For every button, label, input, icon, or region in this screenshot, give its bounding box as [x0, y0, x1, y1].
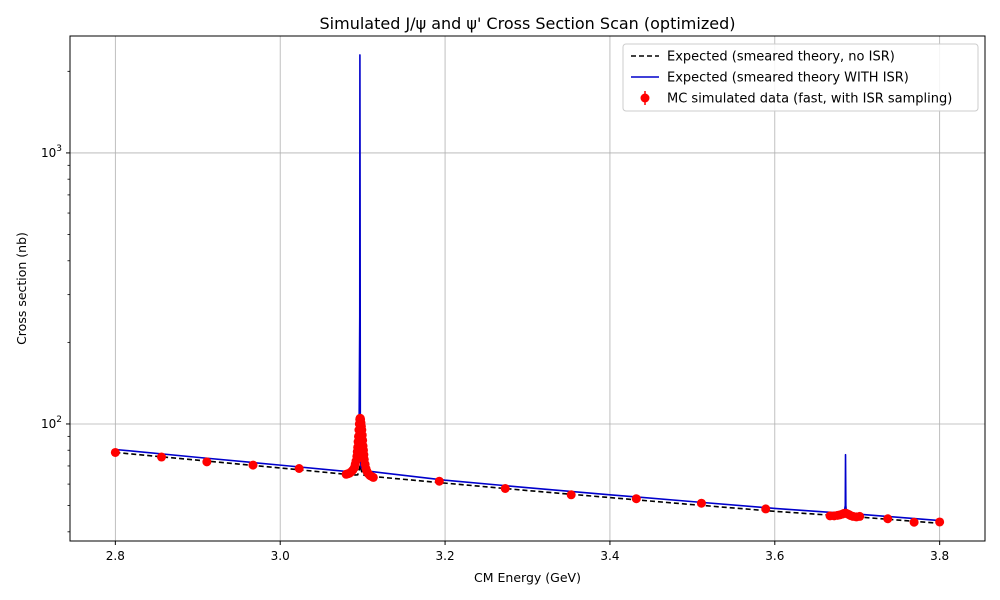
- y-axis-ticks: 102 103: [41, 70, 70, 533]
- chart-title: Simulated J/ψ and ψ' Cross Section Scan …: [320, 14, 736, 33]
- y-tick-label: 103: [41, 144, 62, 160]
- plot-area: [110, 54, 945, 527]
- mc-data-point: [434, 476, 444, 486]
- legend-box: [622, 43, 979, 112]
- mc-data-point: [631, 494, 641, 504]
- mc-data-point: [500, 483, 510, 493]
- x-tick-label: 3.8: [930, 549, 949, 563]
- mc-data-point: [696, 498, 706, 508]
- plot-frame: [69, 35, 986, 542]
- mc-data-point: [566, 490, 576, 500]
- mc-data-point: [110, 447, 120, 457]
- mc-data-point: [202, 457, 212, 467]
- mc-data-point: [761, 504, 771, 514]
- x-tick-label: 3.6: [765, 549, 784, 563]
- x-tick-label: 3.4: [600, 549, 619, 563]
- y-tick-label: 102: [41, 415, 62, 431]
- legend-label-mc: MC simulated data (fast, with ISR sampli…: [667, 92, 952, 107]
- legend-label-with-isr: Expected (smeared theory WITH ISR): [667, 71, 909, 86]
- x-axis-label: CM Energy (GeV): [474, 570, 581, 585]
- mc-data-point: [935, 517, 945, 527]
- mc-data-point: [368, 472, 378, 482]
- mc-data-point: [855, 511, 865, 521]
- mc-data-point: [909, 517, 919, 527]
- x-tick-label: 3.2: [436, 549, 455, 563]
- mc-data-point: [157, 452, 166, 462]
- legend-swatch-mc-marker: [640, 93, 650, 103]
- legend-label-no-isr: Expected (smeared theory, no ISR): [667, 50, 895, 65]
- y-axis-label: Cross section (nb): [14, 232, 29, 345]
- legend: Expected (smeared theory, no ISR) Expect…: [622, 43, 979, 112]
- x-tick-label: 3.0: [271, 549, 290, 563]
- mc-data-point: [883, 514, 893, 524]
- series-line-with-isr: [115, 54, 940, 522]
- x-axis-ticks: 2.8 3.0 3.2 3.4 3.6 3.8: [106, 541, 949, 563]
- mc-data-point: [294, 464, 304, 473]
- grid-lines: [70, 36, 985, 541]
- mc-data-point: [248, 460, 258, 470]
- x-tick-label: 2.8: [106, 549, 125, 563]
